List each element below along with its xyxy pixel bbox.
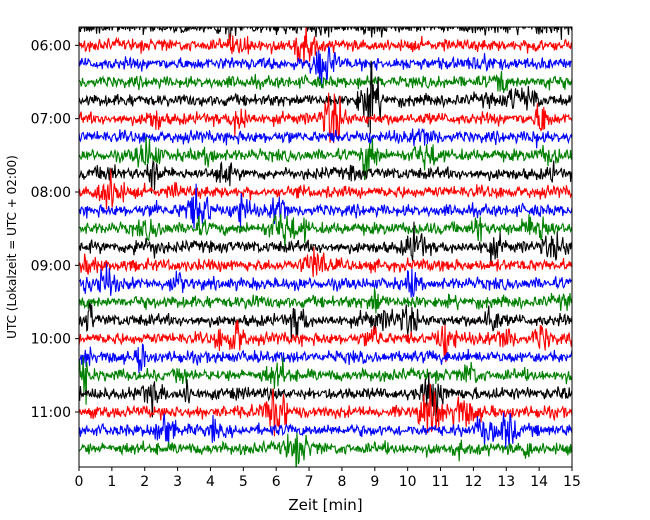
trace-15 xyxy=(79,263,572,298)
seismic-traces xyxy=(79,27,572,467)
x-tick-label: 6 xyxy=(272,474,281,490)
x-tick-label: 7 xyxy=(305,474,314,490)
trace-23 xyxy=(79,412,572,449)
y-tick-label: 06:00 xyxy=(31,38,71,54)
x-axis: 0 1 2 3 4 5 6 7 8 9 10 11 12 13 14 15 xyxy=(75,467,581,490)
x-tick-label: 8 xyxy=(337,474,346,490)
x-tick-label: 13 xyxy=(497,474,515,490)
trace-5 xyxy=(79,60,572,134)
y-tick-label: 09:00 xyxy=(31,258,71,274)
trace-12 xyxy=(79,213,572,248)
trace-17 xyxy=(79,302,572,340)
trace-9 xyxy=(79,160,572,194)
trace-18 xyxy=(79,320,572,363)
y-tick-label: 11:00 xyxy=(31,405,71,421)
x-tick-label: 1 xyxy=(107,474,116,490)
x-tick-label: 4 xyxy=(206,474,215,490)
trace-1 xyxy=(79,27,572,43)
trace-14 xyxy=(79,246,572,278)
x-tick-label: 15 xyxy=(563,474,581,490)
trace-2 xyxy=(79,27,572,66)
trace-4 xyxy=(79,70,572,93)
x-tick-label: 5 xyxy=(239,474,248,490)
trace-13 xyxy=(79,221,572,267)
y-tick-label: 10:00 xyxy=(31,332,71,348)
y-tick-label: 08:00 xyxy=(31,185,71,201)
trace-6 xyxy=(79,92,572,144)
y-axis: 06:00 07:00 08:00 09:00 10:00 11:00 xyxy=(31,38,79,421)
x-tick-label: 3 xyxy=(173,474,182,490)
x-tick-label: 2 xyxy=(140,474,149,490)
trace-19 xyxy=(79,343,572,374)
trace-7 xyxy=(79,128,572,149)
y-axis-label: UTC (Lokalzeit = UTC + 02:00) xyxy=(5,155,19,339)
trace-8 xyxy=(79,137,572,181)
trace-24 xyxy=(79,432,572,467)
x-axis-label: Zeit [min] xyxy=(288,496,362,514)
x-tick-label: 9 xyxy=(370,474,379,490)
x-tick-label: 11 xyxy=(432,474,450,490)
trace-10 xyxy=(79,168,572,210)
trace-11 xyxy=(79,183,572,229)
x-tick-label: 0 xyxy=(75,474,84,490)
plot-frame xyxy=(78,26,573,468)
trace-3 xyxy=(79,45,572,88)
x-tick-label: 14 xyxy=(530,474,548,490)
trace-22 xyxy=(79,383,572,437)
x-tick-label: 10 xyxy=(399,474,417,490)
trace-20 xyxy=(79,356,572,405)
trace-16 xyxy=(79,288,572,314)
trace-21 xyxy=(79,372,572,422)
y-tick-label: 07:00 xyxy=(31,112,71,128)
x-tick-label: 12 xyxy=(464,474,482,490)
